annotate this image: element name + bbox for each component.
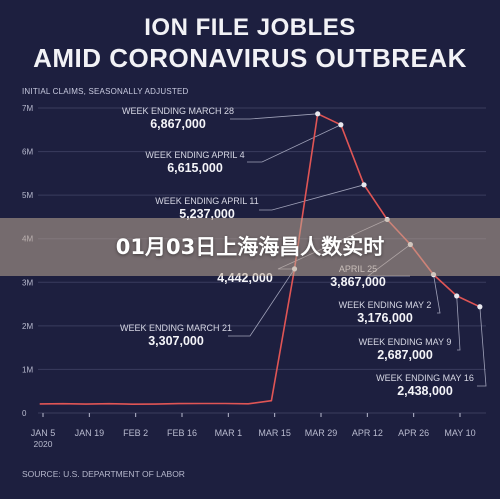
y-tick-label: 7M — [22, 104, 33, 113]
chart-subtitle: INITIAL CLAIMS, SEASONALLY ADJUSTED — [22, 87, 189, 96]
annotation-label: WEEK ENDING MAY 9 — [359, 337, 452, 347]
annotation-label: WEEK ENDING MARCH 28 — [122, 106, 234, 116]
data-point — [361, 182, 367, 188]
annotation-label: WEEK ENDING MAY 2 — [339, 300, 432, 310]
annotation-leader — [228, 268, 295, 337]
annotation-label: WEEK ENDING APRIL 4 — [145, 150, 244, 160]
y-tick-label: 3M — [22, 278, 33, 287]
x-tick-label: FEB 2 — [123, 428, 148, 438]
y-tick-label: 0 — [22, 409, 27, 418]
annotation-value: 2,438,000 — [397, 384, 453, 398]
y-tick-label: 6M — [22, 148, 33, 157]
annotation-leader — [456, 295, 461, 351]
x-tick-label: MAR 1 — [215, 428, 243, 438]
series-points — [291, 111, 483, 310]
x-tick-label: MAR 15 — [258, 428, 291, 438]
y-tick-label: 1M — [22, 365, 33, 374]
data-point — [315, 111, 321, 117]
x-tick-label: JAN 5 — [31, 428, 56, 438]
annotation-label: WEEK ENDING MAY 16 — [376, 373, 474, 383]
annotation-value: 5,237,000 — [179, 207, 235, 221]
data-point — [338, 122, 344, 128]
annotation-leader — [477, 306, 487, 387]
source-note: SOURCE: U.S. DEPARTMENT OF LABOR — [22, 469, 185, 479]
data-point — [454, 293, 460, 299]
annotations: WEEK ENDING MARCH 213,307,000 WEEK ENDING… — [120, 106, 474, 398]
annotation-leader — [230, 113, 318, 120]
annotation-leader — [259, 184, 365, 211]
annotation-value: 3,307,000 — [148, 334, 204, 348]
x-tick-label: JAN 19 — [75, 428, 105, 438]
annotation-value: 2,687,000 — [377, 348, 433, 362]
x-tick-label: MAR 29 — [305, 428, 338, 438]
data-point — [477, 304, 483, 310]
x-tick-label: APR 26 — [398, 428, 429, 438]
chart-title-line-1: ION FILE JOBLES — [144, 14, 356, 41]
annotation-label: WEEK ENDING APRIL 11 — [155, 196, 259, 206]
y-tick-label: 5M — [22, 191, 33, 200]
overlay-banner: 01月03日上海海昌人数实时 — [0, 218, 500, 276]
x-tick-sublabel: 2020 — [34, 439, 53, 449]
annotation-leader — [247, 124, 342, 163]
annotation-value: 3,867,000 — [330, 275, 386, 289]
x-tick-label: MAY 10 — [444, 428, 475, 438]
annotation-leader — [433, 274, 441, 314]
x-tick-label: APR 12 — [352, 428, 383, 438]
banner-text: 01月03日上海海昌人数实时 — [115, 235, 385, 259]
annotation-value: 6,867,000 — [150, 117, 206, 131]
annotation-value: 6,615,000 — [167, 161, 223, 175]
y-tick-label: 2M — [22, 322, 33, 331]
chart-title-line-2: AMID CORONAVIRUS OUTBREAK — [33, 43, 467, 73]
annotation-value: 3,176,000 — [357, 311, 413, 325]
x-tick-label: FEB 16 — [167, 428, 197, 438]
annotation-label: WEEK ENDING MARCH 21 — [120, 323, 232, 333]
